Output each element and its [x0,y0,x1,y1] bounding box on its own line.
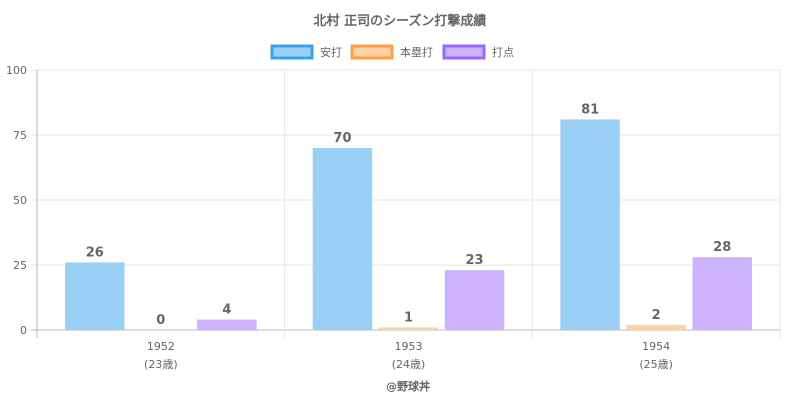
y-tick-label: 50 [13,194,27,207]
y-axis: 0 25 50 75 100 [6,64,27,337]
x-tick-label: 1954 [642,340,670,353]
data-label-hits-1953: 70 [333,131,351,146]
y-tick-label: 0 [20,324,27,337]
bar-homeruns-1954 [626,324,686,330]
bar-rbi-1952 [197,319,257,330]
bar-homeruns-1953 [378,327,439,330]
credit-label: @野球丼 [386,379,430,393]
data-label-rbi-1952: 4 [222,303,231,318]
x-tick-sublabel: (24歳) [392,358,426,371]
bar-rbi-1954 [692,257,752,330]
data-label-hits-1954: 81 [581,102,599,117]
data-label-rbi-1954: 28 [713,240,731,255]
y-tick-label: 100 [6,64,27,77]
x-tick-label: 1952 [147,340,175,353]
data-label-homeruns-1952: 0 [156,313,165,328]
chart-title: 北村 正司のシーズン打撃成績 [314,13,487,29]
data-label-rbi-1953: 23 [465,253,483,268]
data-label-hits-1952: 26 [86,245,104,260]
bar-hits-1952 [65,262,125,330]
legend-label-hits: 安打 [320,45,342,59]
bar-rbi-1953 [444,270,505,330]
x-tick-sublabel: (23歳) [144,358,178,371]
y-tick-label: 75 [13,129,27,142]
bars [65,119,752,331]
legend-label-rbi: 打点 [492,45,514,59]
legend-label-homeruns: 本塁打 [400,45,433,59]
y-tick-label: 25 [13,259,27,272]
x-tick-sublabel: (25歳) [639,358,673,371]
x-tick-label: 1953 [395,340,423,353]
legend: 安打 本塁打 打点 [270,44,514,60]
legend-swatch-rbi [442,44,486,60]
x-axis: 1952 (23歳) 1953 (24歳) 1954 (25歳) [144,340,673,371]
data-label-homeruns-1953: 1 [404,310,413,325]
bar-hits-1953 [312,148,373,330]
legend-swatch-hits [270,44,314,60]
legend-swatch-homeruns [350,44,394,60]
data-labels: 26 0 4 70 1 23 81 2 28 [86,102,732,328]
bar-hits-1954 [560,119,620,331]
gridlines [31,69,781,338]
data-label-homeruns-1954: 2 [652,308,661,323]
